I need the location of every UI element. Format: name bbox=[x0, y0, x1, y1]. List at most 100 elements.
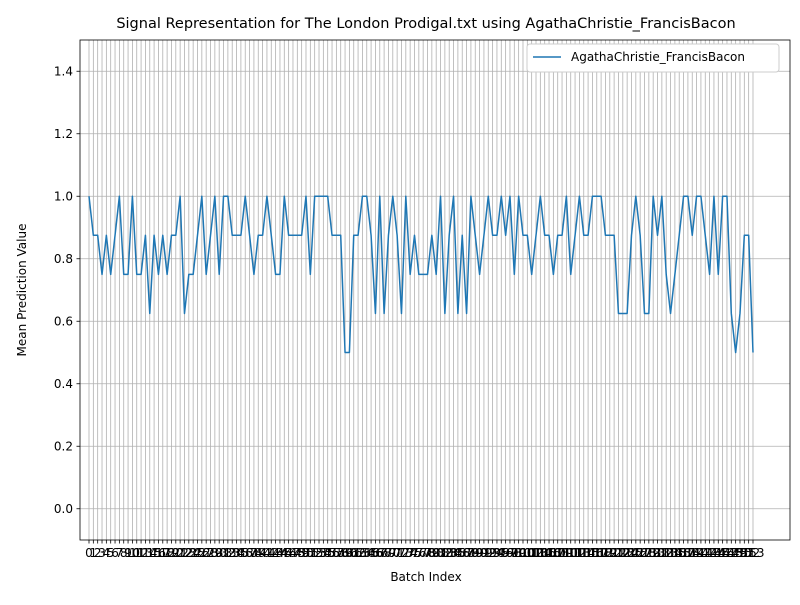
x-tick-label: 48 bbox=[290, 546, 305, 560]
x-tick-label: 109 bbox=[551, 546, 574, 560]
x-tick-label: 63 bbox=[355, 546, 370, 560]
x-tick-label: 38 bbox=[246, 546, 261, 560]
x-tick-label: 18 bbox=[159, 546, 174, 560]
x-tick-label: 152 bbox=[737, 546, 760, 560]
x-tick-label: 127 bbox=[629, 546, 652, 560]
x-tick-label: 49 bbox=[294, 546, 309, 560]
y-tick-label: 1.0 bbox=[54, 189, 73, 203]
x-tick-label: 126 bbox=[624, 546, 647, 560]
x-tick-label: 68 bbox=[376, 546, 391, 560]
x-tick-label: 70 bbox=[385, 546, 400, 560]
x-tick-label: 43 bbox=[268, 546, 283, 560]
x-tick-label: 39 bbox=[251, 546, 266, 560]
x-tick-label: 92 bbox=[481, 546, 496, 560]
x-gridlines bbox=[88, 40, 754, 540]
x-tick-label: 54 bbox=[316, 546, 331, 560]
legend-label: AgathaChristie_FrancisBacon bbox=[571, 50, 745, 64]
x-tick-label: 45 bbox=[277, 546, 292, 560]
x-tick-label: 116 bbox=[581, 546, 604, 560]
x-tick-label: 47 bbox=[285, 546, 300, 560]
x-tick-label: 66 bbox=[368, 546, 383, 560]
x-tick-label: 80 bbox=[429, 546, 444, 560]
x-tick-label: 2 bbox=[94, 546, 102, 560]
x-tick-label: 105 bbox=[533, 546, 556, 560]
x-tick-label: 130 bbox=[642, 546, 665, 560]
y-tick-label: 1.4 bbox=[54, 64, 73, 78]
x-tick-label: 56 bbox=[324, 546, 339, 560]
x-tick-label: 44 bbox=[272, 546, 287, 560]
x-tick-label: 75 bbox=[407, 546, 422, 560]
x-tick-label: 3 bbox=[98, 546, 106, 560]
x-tick-label: 153 bbox=[742, 546, 765, 560]
x-tick-label: 132 bbox=[650, 546, 673, 560]
x-tick-label: 87 bbox=[459, 546, 474, 560]
x-tick-label: 28 bbox=[203, 546, 218, 560]
x-tick-label: 110 bbox=[555, 546, 578, 560]
x-tick-label: 104 bbox=[529, 546, 552, 560]
x-tick-label: 145 bbox=[707, 546, 730, 560]
x-tick-label: 22 bbox=[177, 546, 192, 560]
x-tick-label: 76 bbox=[411, 546, 426, 560]
x-tick-label: 146 bbox=[711, 546, 734, 560]
x-tick-label: 83 bbox=[442, 546, 457, 560]
x-tick-label: 31 bbox=[216, 546, 231, 560]
x-tick-label: 34 bbox=[229, 546, 244, 560]
x-tick-label: 124 bbox=[616, 546, 639, 560]
x-tick-label: 59 bbox=[337, 546, 352, 560]
x-tick-label: 140 bbox=[685, 546, 708, 560]
x-tick-label: 13 bbox=[138, 546, 153, 560]
x-tick-label: 89 bbox=[468, 546, 483, 560]
x-tick-label: 72 bbox=[394, 546, 409, 560]
x-tick-label: 73 bbox=[398, 546, 413, 560]
x-tick-label: 52 bbox=[307, 546, 322, 560]
x-tick-label: 122 bbox=[607, 546, 630, 560]
x-tick-label: 81 bbox=[433, 546, 448, 560]
x-tick-label: 60 bbox=[342, 546, 357, 560]
x-tick-label: 35 bbox=[233, 546, 248, 560]
x-tick-label: 119 bbox=[594, 546, 617, 560]
x-tick-label: 134 bbox=[659, 546, 682, 560]
x-tick-label: 32 bbox=[220, 546, 235, 560]
x-tick-label: 33 bbox=[225, 546, 240, 560]
x-tick-label: 62 bbox=[350, 546, 365, 560]
x-tick-label: 151 bbox=[733, 546, 756, 560]
x-tick-label: 137 bbox=[672, 546, 695, 560]
x-tick-label: 121 bbox=[603, 546, 626, 560]
x-tick-label: 149 bbox=[724, 546, 747, 560]
x-tick-label: 25 bbox=[190, 546, 205, 560]
x-tick-label: 102 bbox=[520, 546, 543, 560]
x-tick-label: 143 bbox=[698, 546, 721, 560]
x-tick-label: 21 bbox=[172, 546, 187, 560]
x-tick-label: 6 bbox=[111, 546, 119, 560]
x-axis-ticks: 0123456789101112131415161718192021222324… bbox=[85, 540, 764, 560]
x-tick-label: 61 bbox=[346, 546, 361, 560]
x-tick-label: 19 bbox=[164, 546, 179, 560]
x-tick-label: 53 bbox=[311, 546, 326, 560]
x-tick-label: 24 bbox=[186, 546, 201, 560]
x-tick-label: 51 bbox=[303, 546, 318, 560]
x-tick-label: 100 bbox=[512, 546, 535, 560]
x-tick-label: 128 bbox=[633, 546, 656, 560]
x-tick-label: 123 bbox=[611, 546, 634, 560]
x-tick-label: 7 bbox=[116, 546, 124, 560]
x-tick-label: 114 bbox=[572, 546, 595, 560]
plot-area-frame bbox=[79, 39, 791, 541]
y-tick-label: 0.4 bbox=[54, 377, 73, 391]
x-tick-label: 96 bbox=[498, 546, 513, 560]
x-tick-label: 8 bbox=[120, 546, 128, 560]
x-tick-label: 99 bbox=[511, 546, 526, 560]
x-tick-label: 133 bbox=[655, 546, 678, 560]
x-tick-label: 74 bbox=[403, 546, 418, 560]
x-tick-label: 1 bbox=[90, 546, 98, 560]
x-tick-label: 23 bbox=[181, 546, 196, 560]
x-tick-label: 86 bbox=[455, 546, 470, 560]
x-tick-label: 106 bbox=[538, 546, 561, 560]
x-tick-label: 37 bbox=[242, 546, 257, 560]
x-tick-label: 20 bbox=[168, 546, 183, 560]
x-tick-label: 46 bbox=[281, 546, 296, 560]
y-tick-label: 0.6 bbox=[54, 314, 73, 328]
x-tick-label: 97 bbox=[502, 546, 517, 560]
y-tick-label: 0.2 bbox=[54, 439, 73, 453]
